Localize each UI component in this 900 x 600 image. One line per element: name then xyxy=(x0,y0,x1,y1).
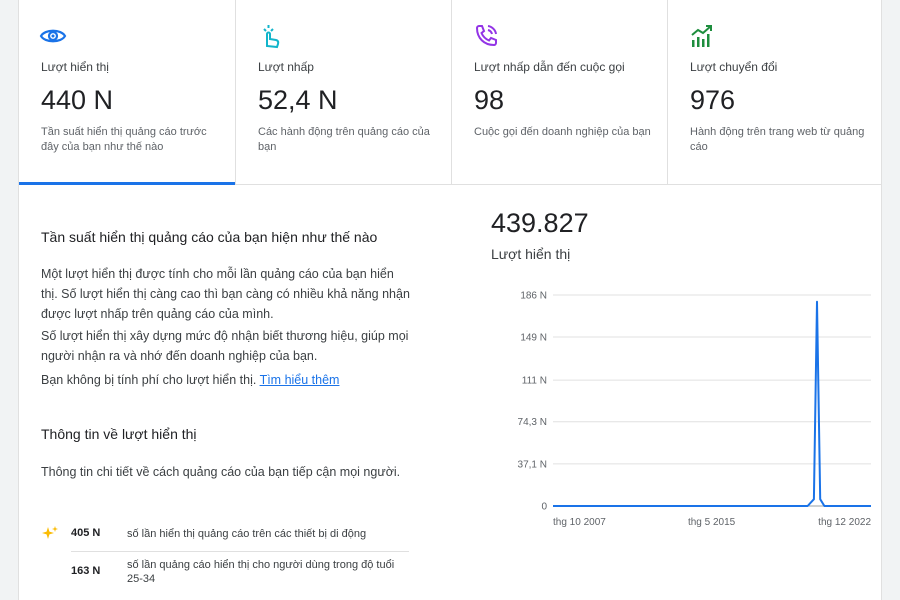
metric-card-clicks[interactable]: Lượt nhấp 52,4 N Các hành động trên quản… xyxy=(235,0,451,185)
section-title-frequency: Tần suất hiển thị quảng cáo của bạn hiện… xyxy=(41,229,378,245)
y-tick-label: 74,3 N xyxy=(518,417,547,428)
sparkle-icon xyxy=(42,526,58,539)
section-title-impression-info: Thông tin về lượt hiển thị xyxy=(41,426,197,442)
metric-cards: Lượt hiển thị 440 N Tần suất hiển thị qu… xyxy=(19,0,881,185)
metric-value: 52,4 N xyxy=(258,85,338,115)
stat-text: số lần hiển thị quảng cáo trên các thiết… xyxy=(127,528,367,540)
stat-value: 163 N xyxy=(71,565,101,577)
metric-label: Lượt chuyển đổi xyxy=(690,60,778,74)
y-tick-label: 149 N xyxy=(520,332,547,343)
x-tick-label: thg 10 2007 xyxy=(553,517,606,528)
no-charge-text: Bạn không bị tính phí cho lượt hiển thị. xyxy=(41,373,257,387)
stat-row-age: 163 N số lần quảng cáo hiển thị cho ngườ… xyxy=(41,558,409,590)
metric-card-calls[interactable]: Lượt nhấp dẫn đến cuộc gọi 98 Cuộc gọi đ… xyxy=(451,0,667,185)
paragraph-no-charge: Bạn không bị tính phí cho lượt hiển thị.… xyxy=(41,370,411,390)
learn-more-link[interactable]: Tìm hiểu thêm xyxy=(259,373,340,387)
paragraph-brand-awareness: Số lượt hiển thị xây dựng mức độ nhận bi… xyxy=(41,329,409,363)
metric-label: Lượt nhấp dẫn đến cuộc gọi xyxy=(474,60,625,74)
main-panel: Lượt hiển thị 440 N Tần suất hiển thị qu… xyxy=(18,0,882,600)
stat-text: số lần quảng cáo hiển thị cho người dùng… xyxy=(127,559,395,585)
metric-value: 976 xyxy=(690,85,736,115)
impressions-line-chart: 0 37,1 N 74,3 N 111 N 149 N 186 N thg 10 2007 t… xyxy=(518,291,872,529)
tap-icon xyxy=(263,25,280,49)
stat-divider xyxy=(71,551,409,552)
y-tick-label: 37,1 N xyxy=(518,459,547,470)
paragraph-insights: Thông tin chi tiết về cách quảng cáo của… xyxy=(41,465,401,479)
metric-description: Các hành động trên quảng cáo của bạn xyxy=(258,126,430,153)
metric-card-impressions[interactable]: Lượt hiển thị 440 N Tần suất hiển thị qu… xyxy=(19,0,235,185)
y-tick-label: 0 xyxy=(541,502,547,513)
eye-icon xyxy=(39,29,67,43)
y-tick-label: 186 N xyxy=(520,291,547,302)
impressions-total-label: Lượt hiển thị xyxy=(491,246,571,262)
metric-value: 440 N xyxy=(41,85,114,115)
phone-call-icon xyxy=(475,25,497,47)
metric-card-conversions[interactable]: Lượt chuyển đổi 976 Hành động trên trang… xyxy=(667,0,881,185)
metric-label: Lượt hiển thị xyxy=(41,60,109,74)
paragraph-impression-definition: Một lượt hiển thị được tính cho mỗi lần … xyxy=(41,267,410,321)
metric-value: 98 xyxy=(474,85,505,115)
metric-description: Tần suất hiển thị quảng cáo trước đây củ… xyxy=(41,126,207,153)
y-tick-label: 111 N xyxy=(522,376,547,387)
metric-label: Lượt nhấp xyxy=(258,60,314,74)
series-line xyxy=(553,300,871,507)
impressions-total: 439.827 xyxy=(491,208,589,238)
stat-row-mobile: 405 N số lần hiển thị quảng cáo trên các… xyxy=(41,526,409,551)
x-tick-label: thg 12 2022 xyxy=(818,517,871,528)
stat-value: 405 N xyxy=(71,527,101,539)
metric-description: Hành động trên trang web từ quảng cáo xyxy=(690,126,865,153)
x-tick-label: thg 5 2015 xyxy=(688,517,736,528)
trending-up-chart-icon xyxy=(691,25,712,47)
metric-description: Cuộc gọi đến doanh nghiệp của bạn xyxy=(474,126,651,138)
